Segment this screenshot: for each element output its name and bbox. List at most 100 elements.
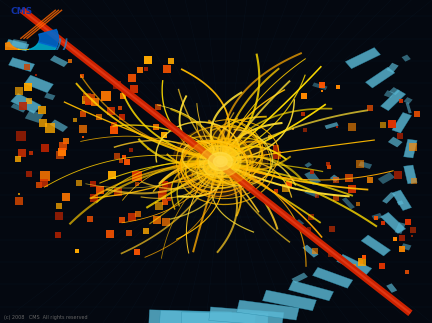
Bar: [386, 283, 397, 293]
Point: [155, 203, 162, 209]
Point: [16, 89, 22, 94]
Point: [57, 152, 64, 157]
Point: [366, 177, 373, 182]
Bar: [361, 235, 391, 256]
Bar: [397, 200, 403, 205]
Point: [359, 259, 365, 264]
Point: [78, 74, 85, 79]
Point: [162, 182, 168, 187]
Point: [59, 143, 66, 149]
Point: [120, 94, 127, 99]
Point: [409, 144, 416, 149]
Point: [127, 148, 134, 153]
Point: [86, 99, 92, 104]
Point: [332, 195, 339, 201]
Bar: [44, 93, 55, 100]
Bar: [378, 172, 395, 184]
Bar: [305, 190, 318, 197]
Point: [86, 216, 93, 222]
Bar: [392, 190, 412, 211]
Point: [111, 127, 118, 132]
Bar: [401, 243, 411, 250]
Point: [24, 84, 31, 89]
Point: [391, 236, 398, 242]
Point: [40, 181, 47, 186]
Bar: [381, 89, 406, 111]
Point: [114, 189, 121, 194]
Point: [267, 135, 274, 140]
Point: [379, 264, 386, 269]
Bar: [312, 267, 353, 288]
Point: [76, 180, 83, 185]
Bar: [305, 162, 312, 168]
Point: [25, 98, 32, 103]
Point: [274, 153, 281, 158]
Point: [155, 104, 162, 109]
Bar: [388, 137, 403, 147]
Point: [333, 177, 340, 182]
Text: CMS: CMS: [10, 7, 32, 16]
Point: [39, 107, 46, 112]
Point: [399, 246, 406, 251]
Point: [124, 160, 130, 165]
Point: [63, 138, 70, 143]
Point: [125, 230, 132, 235]
Point: [394, 173, 401, 178]
Text: (c) 2008   CMS  All rights reserved: (c) 2008 CMS All rights reserved: [4, 315, 88, 320]
Point: [346, 176, 353, 181]
Point: [379, 221, 386, 226]
Point: [133, 173, 140, 178]
Point: [41, 145, 48, 150]
Point: [114, 153, 121, 158]
Point: [143, 229, 149, 234]
Bar: [50, 55, 68, 67]
Bar: [11, 39, 27, 48]
Point: [366, 106, 373, 111]
Point: [130, 86, 137, 91]
Point: [318, 89, 325, 94]
Bar: [9, 57, 35, 72]
Point: [55, 214, 62, 219]
Wedge shape: [12, 49, 36, 64]
Point: [356, 162, 363, 167]
Point: [95, 114, 102, 120]
Bar: [324, 122, 339, 129]
Point: [111, 122, 118, 127]
Circle shape: [208, 152, 232, 171]
Point: [397, 99, 404, 104]
Point: [159, 192, 165, 197]
Point: [144, 146, 151, 151]
Point: [164, 66, 171, 71]
Point: [56, 203, 63, 209]
Point: [351, 263, 358, 268]
Circle shape: [173, 126, 268, 197]
Point: [82, 98, 89, 103]
Point: [349, 124, 356, 129]
Bar: [389, 87, 400, 95]
Bar: [403, 165, 417, 184]
Point: [145, 57, 152, 63]
Point: [410, 178, 417, 183]
Point: [314, 193, 321, 199]
Bar: [312, 82, 327, 90]
Point: [409, 234, 416, 239]
Point: [349, 186, 356, 191]
Point: [16, 199, 22, 204]
Point: [91, 195, 98, 200]
Bar: [345, 47, 381, 69]
Point: [102, 94, 109, 99]
Point: [116, 106, 123, 111]
Bar: [403, 97, 413, 104]
Point: [18, 133, 25, 138]
Point: [143, 67, 149, 72]
Point: [379, 123, 386, 128]
Point: [118, 115, 125, 120]
Point: [326, 164, 333, 169]
Point: [113, 82, 120, 87]
Point: [118, 159, 125, 164]
Point: [165, 183, 172, 188]
Point: [285, 182, 292, 187]
Circle shape: [217, 159, 224, 164]
Point: [15, 157, 22, 162]
Bar: [382, 192, 396, 204]
